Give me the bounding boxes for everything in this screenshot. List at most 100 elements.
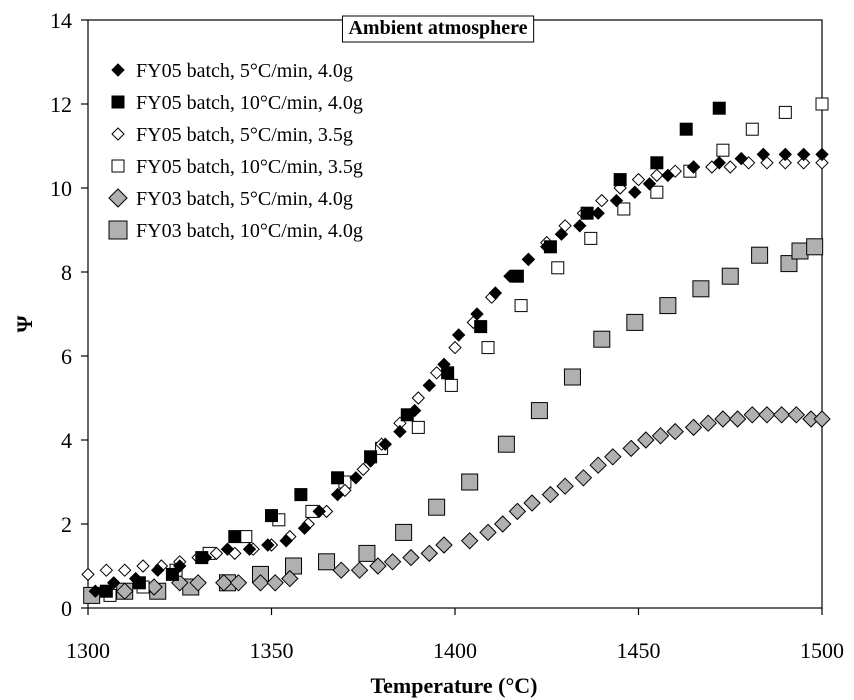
data-point [331,471,345,485]
data-point [460,532,479,550]
data-point [422,378,437,393]
data-point [796,156,811,170]
data-point [613,173,627,187]
data-point [791,242,809,260]
data-point [728,410,747,428]
data-point [189,574,207,592]
data-point [551,261,565,275]
x-tick-label: 1500 [800,638,844,663]
data-point [699,414,717,432]
data-point [745,122,759,136]
data-point [494,515,512,533]
data-point [106,576,121,590]
data-point [679,122,693,136]
data-point [198,550,213,565]
data-point [584,231,598,245]
data-point [251,574,270,592]
data-point [481,341,495,355]
y-tick-label: 4 [61,428,72,453]
data-point [778,105,792,119]
data-point [411,420,425,434]
data-point [589,456,607,474]
data-point [81,567,95,582]
data-point [595,193,609,208]
data-point [787,406,806,424]
data-point [815,97,829,111]
data-point [684,418,703,437]
data-point [628,185,642,199]
data-point [378,437,392,451]
data-point [806,238,824,256]
data-point [563,368,581,386]
data-point [508,502,527,521]
data-point [626,313,644,331]
data-point [813,410,831,428]
legend-label: FY05 batch, 5°C/min, 4.0g [136,60,353,82]
data-point [420,544,439,563]
data-point [474,320,488,334]
data-point [488,286,503,300]
data-point [279,534,293,548]
data-point [285,557,303,575]
data-point [363,454,378,468]
y-tick-label: 10 [50,176,72,201]
data-point [294,488,308,502]
legend-label: FY05 batch, 10°C/min, 3.5g [136,156,363,178]
data-point [435,536,453,554]
legend-label: FY05 batch, 5°C/min, 3.5g [136,124,353,146]
data-point [407,403,422,418]
chart-title-box [341,15,535,43]
data-point [514,299,528,313]
data-point [573,219,587,233]
data-point [266,574,284,592]
legend-label: FY03 batch, 5°C/min, 4.0g [136,188,353,210]
data-point [451,328,466,342]
series-3 [81,156,829,582]
data-point [593,330,611,348]
data-point [642,177,657,191]
data-point [574,469,593,487]
data-point [411,391,426,405]
data-point [402,548,420,567]
series-6 [83,238,824,604]
data-point [541,485,560,504]
data-point [229,574,248,592]
data-point [772,406,791,424]
data-point [428,498,446,516]
data-point [88,584,103,598]
data-point [637,431,655,449]
data-point [743,406,761,424]
data-point [261,538,275,552]
data-point [721,267,739,285]
data-point [395,523,413,541]
data-point [650,168,664,183]
data-marks [81,97,831,604]
data-point [723,160,737,174]
data-point [448,340,462,355]
data-point [312,504,326,519]
data-point [580,206,594,220]
y-tick-label: 14 [50,8,72,33]
chart-title: Ambient atmosphere [348,17,527,39]
data-point [815,156,829,170]
data-point [503,269,517,283]
data-point [540,240,554,254]
data-point [349,471,363,485]
data-point [281,569,299,588]
x-axis-title: Temperature (°C) [370,673,537,698]
data-point [318,553,336,571]
data-point [556,477,574,495]
data-point [215,574,233,592]
y-tick-label: 2 [61,512,72,537]
legend-marker [108,188,128,208]
data-point [523,494,541,512]
x-tick-label: 1300 [66,638,110,663]
data-point [714,410,732,428]
data-point [712,101,726,115]
data-point [429,366,444,380]
data-point [297,521,312,535]
data-point [780,255,798,273]
x-tick-label: 1400 [433,638,477,663]
data-point [604,448,622,466]
data-point [369,557,387,575]
